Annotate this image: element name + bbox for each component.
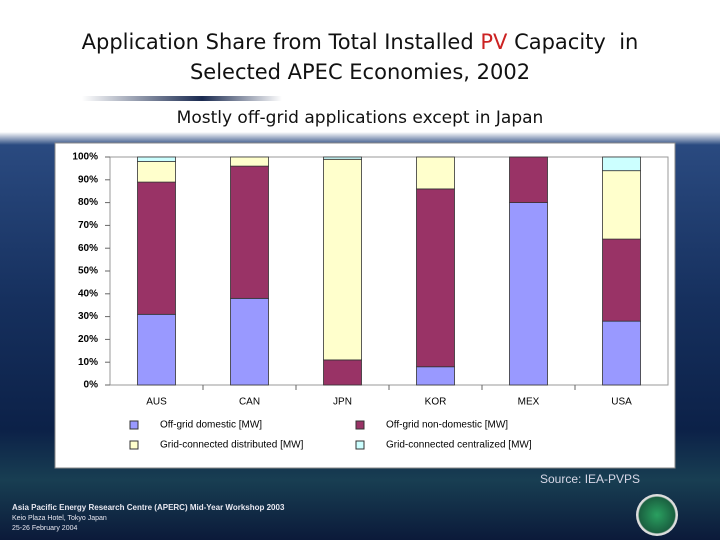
footer-text: Keio Plaza Hotel, Tokyo Japan — [12, 515, 107, 522]
legend-swatch — [355, 420, 365, 430]
bar-segment — [602, 238, 641, 322]
y-tick-label: 40% — [78, 288, 98, 299]
divider — [82, 96, 282, 101]
legend-label: Grid-connected distributed [MW] — [160, 440, 304, 451]
plot-area — [109, 156, 669, 386]
title-text: PV — [480, 30, 508, 54]
bar-segment — [416, 366, 455, 386]
title-line: Application Share from Total Installed P… — [0, 30, 720, 54]
legend-swatch — [129, 420, 139, 430]
title-text: Selected APEC Economies, 2002 — [189, 60, 531, 84]
bar-segment — [137, 181, 176, 315]
bar-segment — [509, 156, 548, 203]
bar-segment — [602, 156, 641, 172]
x-tick-label: MEX — [518, 397, 540, 408]
bar-segment — [416, 188, 455, 368]
legend-label: Off-grid domestic [MW] — [160, 420, 262, 431]
legend-label: Off-grid non-domestic [MW] — [386, 420, 508, 431]
bar-segment — [230, 156, 269, 167]
y-tick-label: 70% — [78, 220, 98, 231]
bar-segment — [137, 161, 176, 183]
y-tick-label: 60% — [78, 243, 98, 254]
bar-segment — [137, 313, 176, 386]
legend-swatch — [129, 440, 139, 450]
bar-segment — [137, 156, 176, 162]
y-tick-label: 10% — [78, 357, 98, 368]
footer-text: 25-26 February 2004 — [12, 525, 78, 532]
footer-text: Asia Pacific Energy Research Centre (APE… — [12, 503, 285, 512]
x-tick-label: JPN — [333, 397, 352, 408]
y-tick-label: 0% — [84, 380, 99, 391]
y-tick-label: 100% — [72, 152, 98, 163]
source: Source: IEA-PVPS — [540, 472, 641, 486]
legend-swatch — [355, 440, 365, 450]
logo — [636, 494, 678, 536]
bar-segment — [230, 297, 269, 386]
subtitle: Mostly off-grid applications except in J… — [176, 108, 544, 128]
bar-segment — [323, 158, 362, 361]
bar-segment — [230, 165, 269, 299]
bar-segment — [602, 170, 641, 240]
x-tick-label: KOR — [425, 397, 447, 408]
title-text: Application Share from Total Installed — [81, 30, 481, 54]
bar-segment — [602, 320, 641, 386]
title-text: Capacity in — [507, 30, 639, 54]
legend-label: Grid-connected centralized [MW] — [386, 440, 532, 451]
y-tick-label: 30% — [78, 311, 98, 322]
x-tick-label: AUS — [146, 397, 167, 408]
x-tick-label: USA — [611, 397, 632, 408]
y-tick-label: 90% — [78, 174, 98, 185]
y-tick-label: 80% — [78, 197, 98, 208]
y-tick-label: 20% — [78, 334, 98, 345]
bar-segment — [323, 156, 362, 160]
bar-segment — [509, 202, 548, 386]
bar-segment — [323, 359, 362, 386]
bar-segment — [416, 156, 455, 190]
x-tick-label: CAN — [239, 397, 260, 408]
y-tick-label: 50% — [78, 266, 98, 277]
